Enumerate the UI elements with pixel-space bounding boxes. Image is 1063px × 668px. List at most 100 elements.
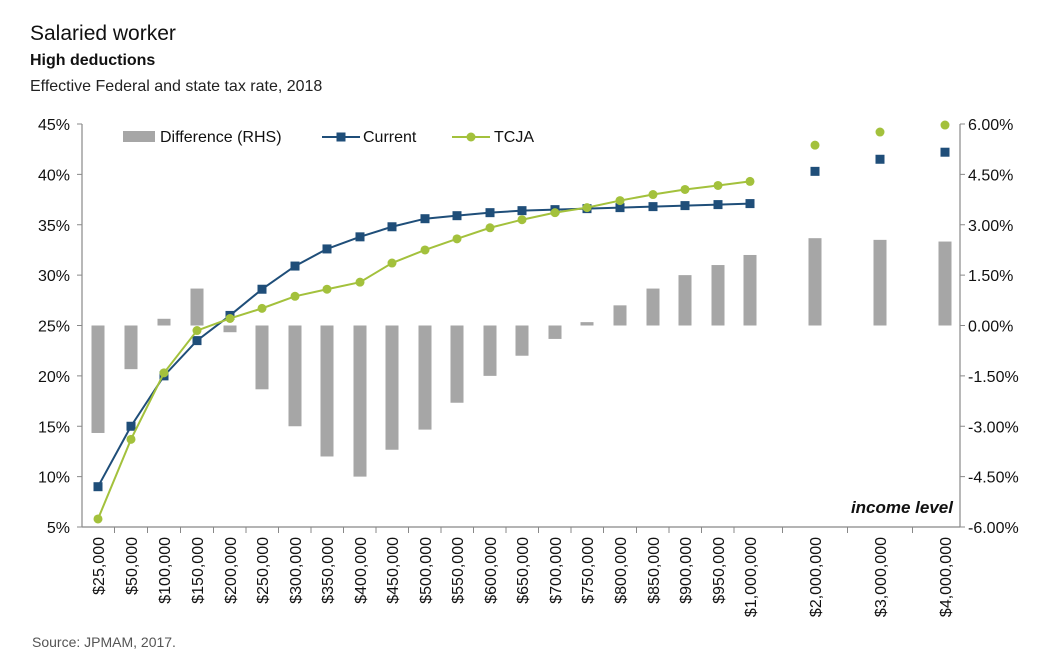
- difference-bar: [646, 288, 660, 326]
- difference-bar: [808, 238, 822, 326]
- difference-bar: [157, 318, 171, 326]
- current-point: [322, 244, 332, 254]
- current-point: [615, 203, 625, 213]
- tcja-point: [387, 258, 397, 268]
- chart-subtitle: High deductions: [30, 52, 156, 69]
- difference-bar: [288, 325, 302, 427]
- right-tick-label: -1.50%: [968, 369, 1019, 386]
- current-point: [745, 199, 755, 209]
- difference-bar: [711, 265, 725, 326]
- difference-bar: [124, 325, 138, 370]
- difference-bar: [190, 288, 204, 326]
- tcja-point: [680, 184, 690, 194]
- right-tick-label: -6.00%: [968, 520, 1019, 537]
- x-tick-label: $4,000,000: [938, 537, 955, 617]
- tcja-point: [582, 203, 592, 213]
- current-point: [93, 482, 103, 492]
- x-tick-label: $150,000: [190, 537, 207, 604]
- current-point: [290, 261, 300, 271]
- current-point: [648, 202, 658, 212]
- x-tick-label: $50,000: [124, 537, 141, 595]
- x-tick-label: $950,000: [711, 537, 728, 604]
- tcja-point: [225, 313, 235, 323]
- tcja-point: [810, 140, 820, 150]
- tcja-point: [126, 434, 136, 444]
- difference-bar: [938, 241, 952, 326]
- difference-bar: [548, 325, 562, 339]
- difference-bar: [91, 325, 105, 433]
- difference-bar: [873, 239, 887, 326]
- x-tick-label: $250,000: [255, 537, 272, 604]
- current-point: [680, 201, 690, 211]
- x-tick-label: $3,000,000: [873, 537, 890, 617]
- current-point: [875, 154, 885, 164]
- difference-bar: [515, 325, 529, 356]
- current-point: [713, 200, 723, 210]
- difference-bar: [613, 305, 627, 326]
- x-tick-label: $200,000: [223, 537, 240, 604]
- left-tick-label: 10%: [38, 470, 70, 487]
- tcja-point: [615, 196, 625, 206]
- x-tick-label: $1,000,000: [743, 537, 760, 617]
- x-tick-label: $350,000: [320, 537, 337, 604]
- current-point: [192, 336, 202, 346]
- x-tick-label: $750,000: [580, 537, 597, 604]
- legend-current-marker: [336, 132, 346, 142]
- difference-bar: [255, 325, 269, 390]
- x-tick-label: $550,000: [450, 537, 467, 604]
- tcja-point: [257, 303, 267, 313]
- legend-current-label: Current: [363, 129, 417, 146]
- x-tick-label: $850,000: [646, 537, 663, 604]
- tcja-point: [355, 277, 365, 287]
- tcja-point: [940, 120, 950, 130]
- chart-description: Effective Federal and state tax rate, 20…: [30, 78, 323, 95]
- left-tick-label: 5%: [47, 520, 70, 537]
- x-tick-label: $400,000: [353, 537, 370, 604]
- right-tick-label: 0.00%: [968, 319, 1013, 336]
- difference-bar: [450, 325, 464, 403]
- left-tick-label: 45%: [38, 117, 70, 134]
- x-tick-label: $800,000: [613, 537, 630, 604]
- x-tick-label: $2,000,000: [808, 537, 825, 617]
- legend-difference-label: Difference (RHS): [160, 129, 282, 146]
- difference-bar: [580, 322, 594, 326]
- tcja-point: [875, 127, 885, 137]
- difference-bar: [418, 325, 432, 430]
- tcja-point: [322, 284, 332, 294]
- current-point: [452, 211, 462, 221]
- right-tick-label: -3.00%: [968, 419, 1019, 436]
- legend-difference-swatch: [123, 131, 155, 142]
- right-tick-label: 4.50%: [968, 167, 1013, 184]
- current-point: [126, 421, 136, 431]
- tcja-point: [420, 245, 430, 255]
- tcja-point: [290, 291, 300, 301]
- difference-bar: [353, 325, 367, 477]
- left-tick-label: 25%: [38, 319, 70, 336]
- tcja-point: [745, 176, 755, 186]
- difference-bar: [743, 254, 757, 326]
- tcja-point: [550, 208, 560, 218]
- x-tick-label: $100,000: [157, 537, 174, 604]
- tcja-point: [452, 234, 462, 244]
- x-tick-label: $450,000: [385, 537, 402, 604]
- legend-tcja-marker: [466, 132, 476, 142]
- current-point: [810, 166, 820, 176]
- current-point: [517, 206, 527, 216]
- left-tick-label: 40%: [38, 167, 70, 184]
- left-tick-label: 20%: [38, 369, 70, 386]
- current-point: [420, 214, 430, 224]
- right-tick-label: 1.50%: [968, 268, 1013, 285]
- tcja-point: [517, 215, 527, 225]
- tcja-point: [159, 368, 169, 378]
- difference-bar: [483, 325, 497, 376]
- x-tick-label: $700,000: [548, 537, 565, 604]
- difference-bar: [223, 325, 237, 333]
- left-tick-label: 15%: [38, 419, 70, 436]
- x-tick-label: $600,000: [483, 537, 500, 604]
- x-tick-label: $900,000: [678, 537, 695, 604]
- x-tick-label: $650,000: [515, 537, 532, 604]
- chart-title: Salaried worker: [30, 22, 176, 45]
- current-point: [355, 232, 365, 242]
- difference-bar: [385, 325, 399, 450]
